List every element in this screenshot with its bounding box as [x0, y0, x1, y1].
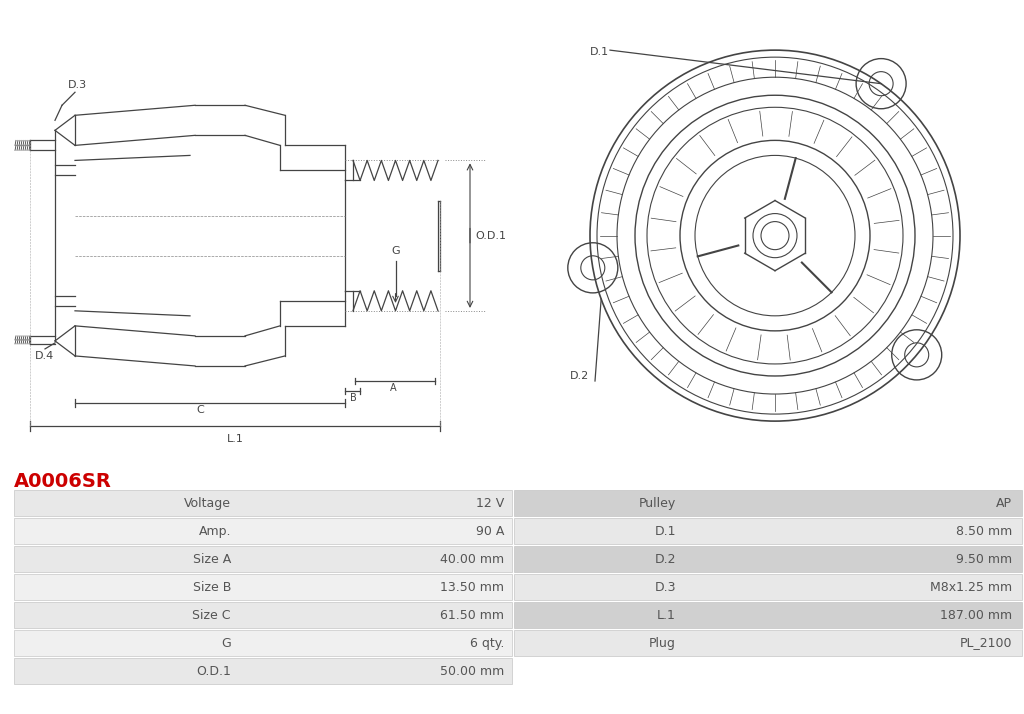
Text: D.3: D.3: [68, 80, 87, 90]
Text: L.1: L.1: [657, 608, 676, 622]
Text: Size B: Size B: [193, 580, 231, 593]
Text: G: G: [221, 636, 231, 650]
Text: 6 qty.: 6 qty.: [470, 636, 504, 650]
Text: 61.50 mm: 61.50 mm: [440, 608, 504, 622]
Text: 9.50 mm: 9.50 mm: [955, 553, 1012, 565]
Text: 13.50 mm: 13.50 mm: [440, 580, 504, 593]
Bar: [14, 546, 512, 572]
Text: D.4: D.4: [35, 351, 54, 361]
Text: 50.00 mm: 50.00 mm: [439, 665, 504, 678]
Text: Pulley: Pulley: [639, 496, 676, 510]
Text: 12 V: 12 V: [476, 496, 504, 510]
Text: O.D.1: O.D.1: [475, 231, 506, 241]
Bar: [14, 490, 512, 516]
Text: D.3: D.3: [654, 580, 676, 593]
Text: D.2: D.2: [570, 371, 589, 381]
Bar: [514, 630, 1022, 656]
Text: L.1: L.1: [226, 434, 244, 444]
Text: O.D.1: O.D.1: [197, 665, 231, 678]
Text: A0006SR: A0006SR: [14, 472, 112, 491]
Bar: [514, 546, 1022, 572]
Text: Size C: Size C: [193, 608, 231, 622]
Text: C: C: [197, 405, 204, 415]
Bar: [14, 630, 512, 656]
Text: G: G: [391, 246, 399, 256]
Text: M8x1.25 mm: M8x1.25 mm: [930, 580, 1012, 593]
Text: 90 A: 90 A: [475, 525, 504, 538]
Text: A: A: [390, 383, 396, 393]
Bar: [514, 518, 1022, 544]
Bar: [514, 574, 1022, 600]
Bar: [14, 574, 512, 600]
Text: B: B: [350, 393, 356, 403]
Text: 8.50 mm: 8.50 mm: [955, 525, 1012, 538]
Bar: [514, 490, 1022, 516]
Text: D.1: D.1: [590, 47, 609, 57]
Text: 187.00 mm: 187.00 mm: [940, 608, 1012, 622]
Text: 40.00 mm: 40.00 mm: [440, 553, 504, 565]
Text: Voltage: Voltage: [184, 496, 231, 510]
Text: D.2: D.2: [654, 553, 676, 565]
Bar: [14, 518, 512, 544]
Text: PL_2100: PL_2100: [959, 636, 1012, 650]
Text: Amp.: Amp.: [199, 525, 231, 538]
Text: Size A: Size A: [193, 553, 231, 565]
Text: D.1: D.1: [654, 525, 676, 538]
Text: Plug: Plug: [649, 636, 676, 650]
Bar: [14, 602, 512, 628]
Bar: [514, 602, 1022, 628]
Bar: [14, 658, 512, 684]
Text: AP: AP: [996, 496, 1012, 510]
